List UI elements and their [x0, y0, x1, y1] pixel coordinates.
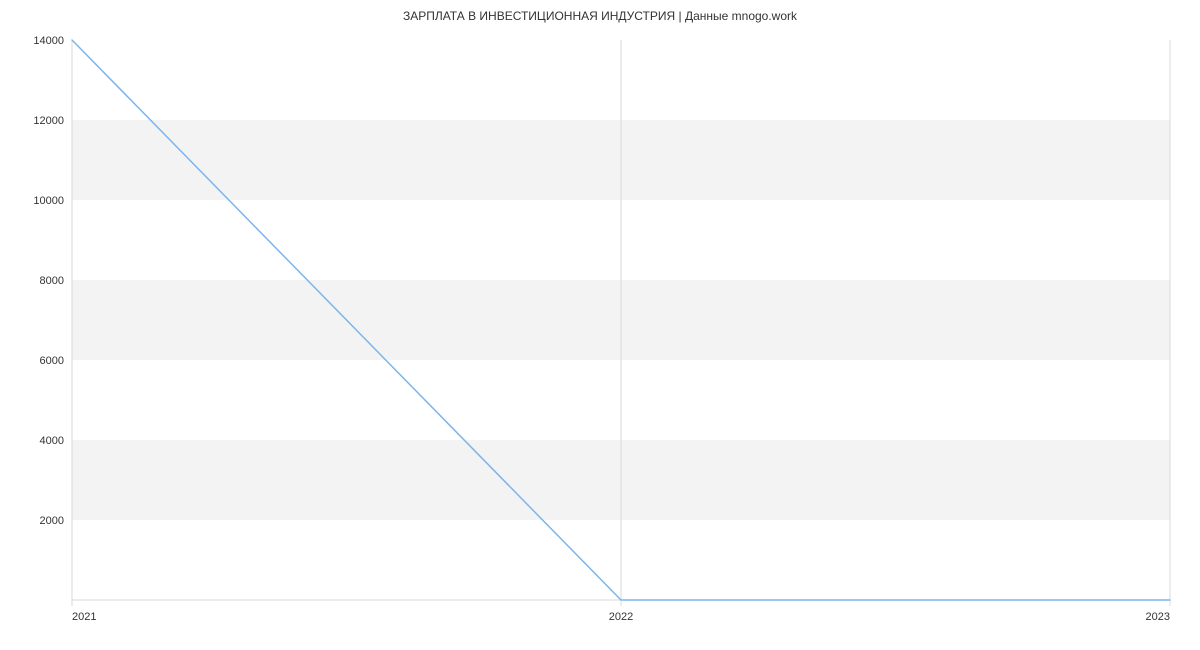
y-tick-label: 4000	[40, 435, 64, 447]
y-tick-label: 10000	[33, 195, 64, 207]
y-tick-label: 14000	[33, 35, 64, 47]
y-tick-label: 8000	[40, 275, 64, 287]
y-tick-label: 2000	[40, 515, 64, 527]
chart-svg: 2000 4000 6000 8000 10000 12000 14000 2021 2022 2…	[0, 0, 1200, 650]
chart-title: ЗАРПЛАТА В ИНВЕСТИЦИОННАЯ ИНДУСТРИЯ | Да…	[403, 9, 798, 23]
y-tick-label: 12000	[33, 115, 64, 127]
x-tick-label: 2022	[609, 611, 633, 623]
y-tick-label: 6000	[40, 355, 64, 367]
x-tick-label: 2021	[72, 611, 96, 623]
salary-line-chart: 2000 4000 6000 8000 10000 12000 14000 2021 2022 2…	[0, 0, 1200, 650]
x-tick-label: 2023	[1146, 611, 1170, 623]
